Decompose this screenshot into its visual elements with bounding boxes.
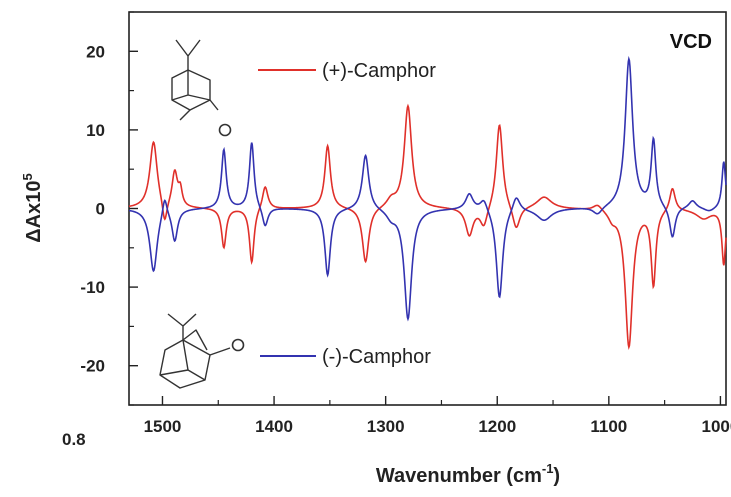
y-tick-label: -10 [80, 278, 105, 297]
x-tick-label: 1500 [144, 417, 182, 436]
series-layer [128, 55, 727, 351]
y-tick-label: 10 [86, 121, 105, 140]
x-tick-label: 1000 [702, 417, 731, 436]
molecule-structure-minus-camphor [159, 313, 231, 389]
y-tick-label: -20 [80, 357, 105, 376]
carbonyl-oxygen-plus [218, 123, 232, 137]
x-axis-title-superscript: -1 [542, 461, 554, 476]
series-line-0 [128, 103, 727, 351]
y-tick-label: 0 [96, 200, 105, 219]
panel-label: VCD [670, 31, 712, 53]
series-line-1 [128, 55, 727, 322]
molecule-structure-plus-camphor [171, 39, 219, 121]
x-tick-label: 1100 [590, 417, 627, 436]
y-tick-label: 20 [86, 42, 105, 61]
x-axis-title-close: ) [553, 465, 560, 487]
x-tick-label: 1300 [367, 417, 405, 436]
y-axis-title: ΔAx105 [20, 173, 45, 242]
x-axis-title: Wavenumber (cm-1) [376, 461, 560, 487]
corner-label: 0.8 [62, 430, 86, 449]
y-axis-title-superscript: 5 [20, 173, 35, 180]
legend-label-plus-camphor: (+)-Camphor [322, 60, 436, 82]
y-axis-title-base: ΔAx10 [23, 181, 45, 243]
x-axis-title-base: Wavenumber (cm [376, 465, 542, 487]
x-tick-label: 1200 [478, 417, 516, 436]
x-tick-label: 1400 [255, 417, 293, 436]
carbonyl-oxygen-minus [231, 338, 245, 352]
legend-label-minus-camphor: (-)-Camphor [322, 346, 431, 368]
ticks-layer: 1500 1400 1300 1200 1100 1000 20 10 0 -10 -20 [80, 11, 731, 436]
